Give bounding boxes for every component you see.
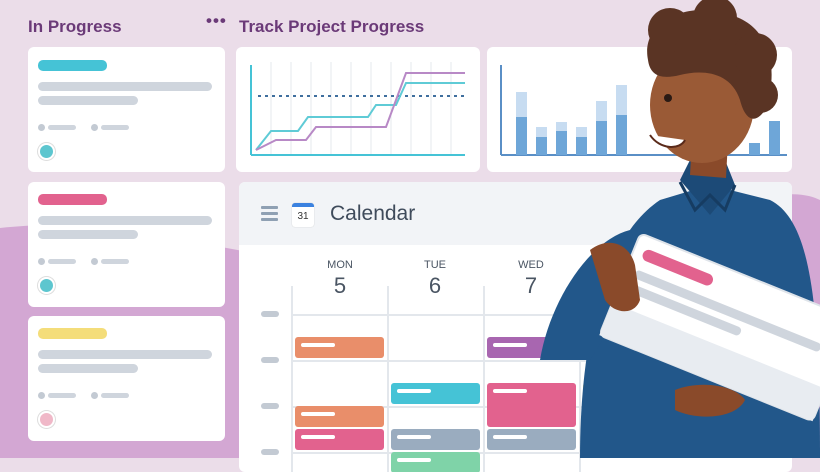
event[interactable] [487,429,576,450]
grid-line [483,286,485,472]
menu-icon[interactable] [261,206,278,221]
in-progress-heading: In Progress [28,17,122,36]
meta-icon [38,258,45,265]
text-placeholder [38,82,212,91]
time-label [261,449,279,455]
event[interactable] [391,452,480,472]
day-header-wed[interactable]: WED 7 [518,259,544,298]
meta-text [101,259,129,264]
text-placeholder [38,96,138,105]
task-card[interactable] [28,316,225,441]
label-tag [38,328,107,339]
grid-line [291,286,293,472]
grid-line [579,286,581,472]
text-placeholder [38,230,138,239]
calendar-title: Calendar [330,202,416,225]
ellipsis-icon[interactable]: ••• [206,11,227,30]
meta-text [48,259,76,264]
meta-text [48,393,76,398]
meta-text [48,125,76,130]
time-label [261,311,279,317]
event[interactable] [391,429,480,450]
grid-line [291,314,791,316]
event[interactable] [391,383,480,404]
avatar [38,143,55,160]
task-card[interactable] [28,47,225,172]
time-label [261,403,279,409]
line-chart [250,62,465,156]
meta-icon [91,258,98,265]
grid-line [387,286,389,472]
event[interactable] [295,406,384,427]
day-header-mon[interactable]: MON 5 [327,259,353,298]
meta-icon [91,124,98,131]
event[interactable] [295,337,384,358]
task-card[interactable] [28,182,225,307]
text-placeholder [38,350,212,359]
event[interactable] [487,383,576,427]
meta-icon [91,392,98,399]
avatar [38,277,55,294]
grid-line [291,360,791,362]
grid-line [291,452,791,454]
track-progress-heading: Track Project Progress [239,17,425,36]
bar-chart [500,65,787,156]
text-placeholder [38,216,212,225]
meta-icon [38,124,45,131]
text-placeholder [38,364,138,373]
meta-text [101,125,129,130]
event[interactable] [295,429,384,450]
meta-icon [38,392,45,399]
person-illustration [540,0,820,458]
day-header-tue[interactable]: TUE 6 [424,259,446,298]
time-label [261,357,279,363]
line-chart-card [236,47,480,172]
avatar [38,411,55,428]
calendar-app-icon: 31 [292,203,314,227]
label-tag [38,194,107,205]
label-tag [38,60,107,71]
meta-text [101,393,129,398]
